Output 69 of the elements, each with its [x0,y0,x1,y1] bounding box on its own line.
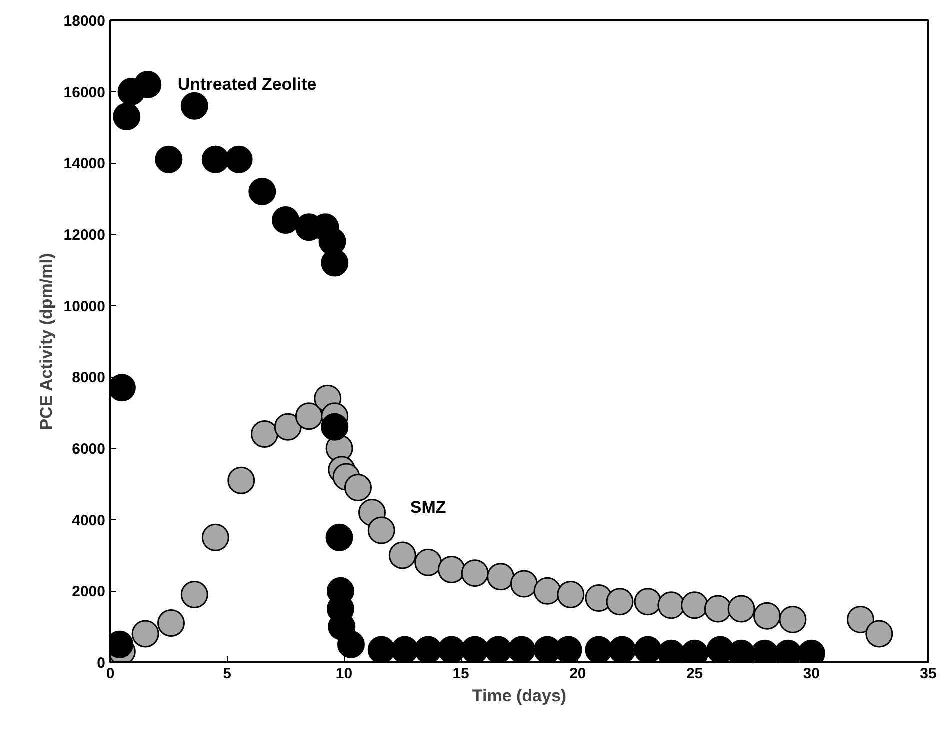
point [225,146,253,174]
point [487,563,515,591]
x-tick-label: 20 [570,666,586,682]
point [608,636,636,662]
point [180,92,208,120]
point [753,602,781,630]
y-tick-label: 16000 [64,84,106,102]
point [326,524,354,552]
point [846,606,874,634]
point [202,146,230,174]
point [274,413,302,441]
point [251,420,278,448]
point [779,606,807,634]
point [248,178,276,206]
point [534,577,562,605]
point [321,413,349,441]
point [158,610,186,637]
point [344,474,372,502]
point [484,636,512,662]
point [634,636,662,662]
point [414,548,442,576]
point [461,560,489,588]
point [180,581,208,608]
point [728,595,756,623]
y-axis-title: PCE Activity (dpm/ml) [36,253,56,430]
x-tick-label: 30 [803,666,820,682]
point [337,630,365,658]
point [134,70,162,98]
y-tick-label: 14000 [64,156,106,173]
x-tick-label: 5 [223,666,232,682]
point [321,249,349,277]
y-tick-label: 8000 [72,370,106,387]
point [461,636,489,662]
x-tick-label: 35 [920,666,937,682]
point [228,466,256,494]
point [132,620,160,648]
point [704,595,732,623]
y-tick-label: 18000 [64,13,106,30]
point [295,402,323,430]
point [866,620,894,648]
x-tick-label: 25 [686,666,704,682]
point [368,516,396,544]
series-label: Untreated Zeolite [178,75,317,94]
y-tick-label: 6000 [72,441,106,458]
point [510,570,538,598]
y-tick-label: 12000 [64,227,106,244]
point [606,588,634,616]
point [658,592,686,620]
y-tick-label: 0 [97,655,106,672]
point [557,581,585,608]
point [585,636,613,662]
y-tick-label: 4000 [72,512,106,530]
point [202,524,230,552]
point [388,542,416,570]
point [272,206,300,234]
point [155,146,183,174]
x-axis-title: Time (days) [472,686,567,706]
x-tick-label: 10 [336,666,353,682]
x-tick-label: 15 [452,666,470,682]
point [113,103,141,131]
point [391,636,419,662]
point [508,636,536,662]
point [681,592,709,620]
point [368,636,396,662]
y-tick-label: 10000 [64,298,106,316]
point [438,556,466,584]
point [634,588,662,616]
y-tick-label: 2000 [72,584,106,601]
series-label: SMZ [410,498,446,518]
